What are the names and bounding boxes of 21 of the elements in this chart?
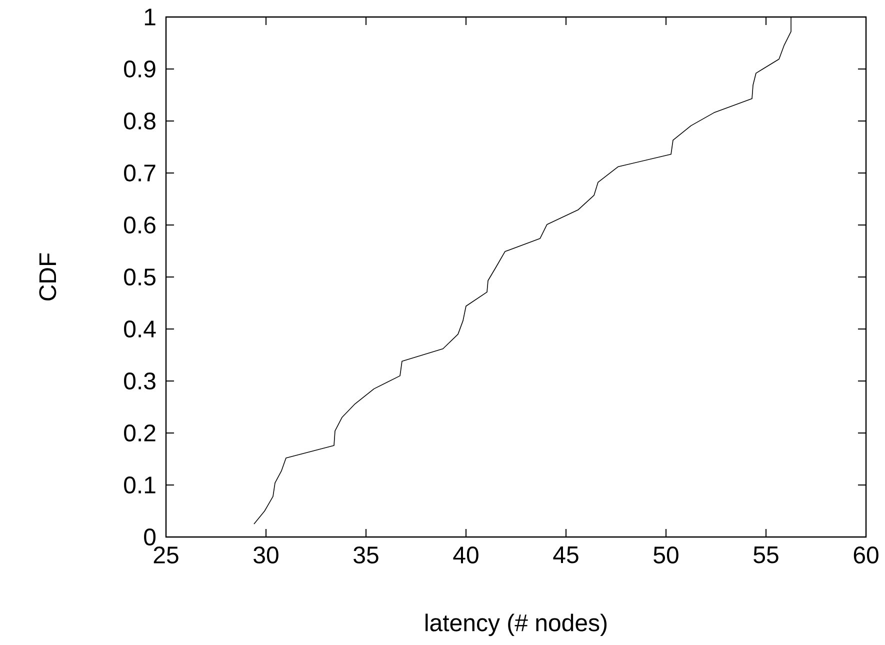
y-tick-label: 0.3: [124, 372, 156, 390]
y-tick-label: 0.6: [124, 216, 156, 234]
x-tick-label: 55: [754, 546, 778, 564]
x-tick-label: 35: [354, 546, 378, 564]
x-tick-label: 25: [154, 546, 178, 564]
x-tick-label: 50: [654, 546, 678, 564]
x-tick-label: 45: [553, 546, 578, 564]
y-tick-label: 0.1: [124, 476, 156, 494]
y-tick-label: 0.2: [124, 424, 156, 442]
y-tick-label: 0.9: [124, 60, 156, 78]
x-axis-title: latency (# nodes): [426, 614, 607, 636]
y-tick-label: 1: [144, 8, 156, 26]
y-axis-title: CDF: [39, 253, 56, 300]
y-tick-label: 0.7: [124, 164, 156, 182]
y-tick-label: 0.4: [124, 320, 156, 338]
x-tick-label: 40: [453, 546, 478, 564]
y-tick-label: 0.8: [124, 112, 156, 130]
x-tick-label: 60: [854, 546, 878, 564]
y-tick-label: 0.5: [124, 268, 156, 286]
x-tick-label: 30: [254, 546, 278, 564]
y-tick-label: 0: [144, 528, 156, 546]
